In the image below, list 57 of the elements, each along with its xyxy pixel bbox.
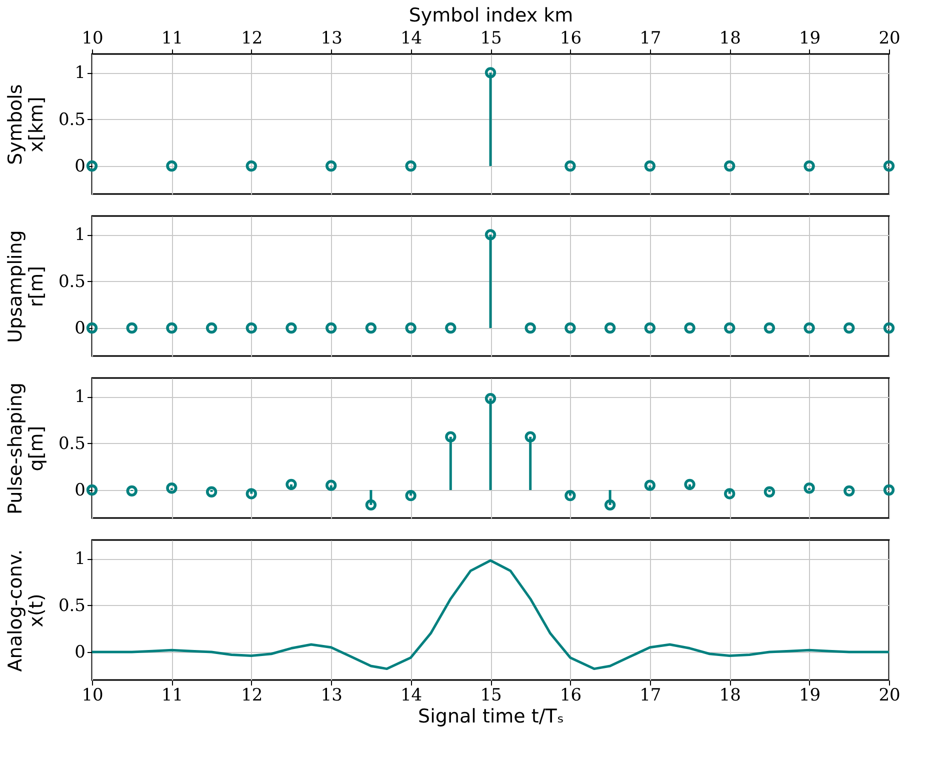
point <box>326 480 337 491</box>
x2-tick-label: 19 <box>798 28 821 48</box>
y-tick-label: 1 <box>74 63 86 84</box>
x-tick-label: 18 <box>719 686 741 706</box>
y-tick-label: 0 <box>74 642 86 662</box>
y-tick-label: 1 <box>74 387 86 408</box>
y-axis-title: Pulse-shaping q[m] <box>4 382 48 514</box>
y-tick-label: 0 <box>74 156 86 176</box>
point <box>564 490 576 502</box>
point <box>286 478 297 490</box>
point <box>644 480 656 491</box>
y-tick-label: 0.5 <box>58 434 86 454</box>
point <box>405 490 416 502</box>
x2-tick-label: 12 <box>241 28 263 48</box>
x-tick-label: 13 <box>320 686 342 706</box>
y-axis-title: Symbols x[km] <box>4 84 48 165</box>
x2-axis-title: Symbol index km <box>408 4 574 26</box>
point <box>804 482 815 494</box>
x-axis-title: Signal time t/Tₛ <box>418 706 564 728</box>
y-tick-label: 1 <box>74 225 86 246</box>
point <box>206 486 218 498</box>
x-tick-label: 17 <box>640 686 662 706</box>
x2-tick-label: 11 <box>161 28 184 48</box>
x-tick-label: 10 <box>82 686 104 706</box>
y-tick-label: 0.5 <box>58 596 86 616</box>
x2-tick-label: 10 <box>82 28 104 48</box>
point <box>684 478 696 490</box>
point <box>844 485 855 497</box>
x2-tick-label: 14 <box>400 28 422 48</box>
x-tick-label: 19 <box>798 686 821 706</box>
point <box>883 484 895 496</box>
y-tick-label: 0.5 <box>58 272 86 292</box>
x2-tick-label: 17 <box>640 28 662 48</box>
y-tick-label: 0 <box>74 318 86 338</box>
x-tick-label: 14 <box>400 686 422 706</box>
point <box>166 482 178 494</box>
x-tick-label: 12 <box>241 686 263 706</box>
x2-tick-label: 18 <box>719 28 741 48</box>
y-tick-label: 1 <box>74 549 86 570</box>
point <box>724 488 736 500</box>
x2-tick-label: 20 <box>878 28 900 48</box>
x2-tick-label: 13 <box>320 28 342 48</box>
y-axis-title: Analog-conv. x(t) <box>4 549 48 672</box>
y-tick-label: 0 <box>74 480 86 500</box>
point <box>246 488 257 500</box>
x-tick-label: 16 <box>560 686 582 706</box>
x-tick-label: 11 <box>161 686 184 706</box>
x2-tick-label: 16 <box>560 28 582 48</box>
y-tick-label: 0.5 <box>58 110 86 130</box>
y-axis-title: Upsampling r[m] <box>4 230 48 343</box>
point <box>126 485 138 497</box>
point <box>764 486 776 498</box>
x-tick-label: 20 <box>878 686 900 706</box>
x2-tick-label: 15 <box>480 28 502 48</box>
x-tick-label: 15 <box>480 686 502 706</box>
point <box>86 484 98 496</box>
line-series <box>90 559 890 670</box>
